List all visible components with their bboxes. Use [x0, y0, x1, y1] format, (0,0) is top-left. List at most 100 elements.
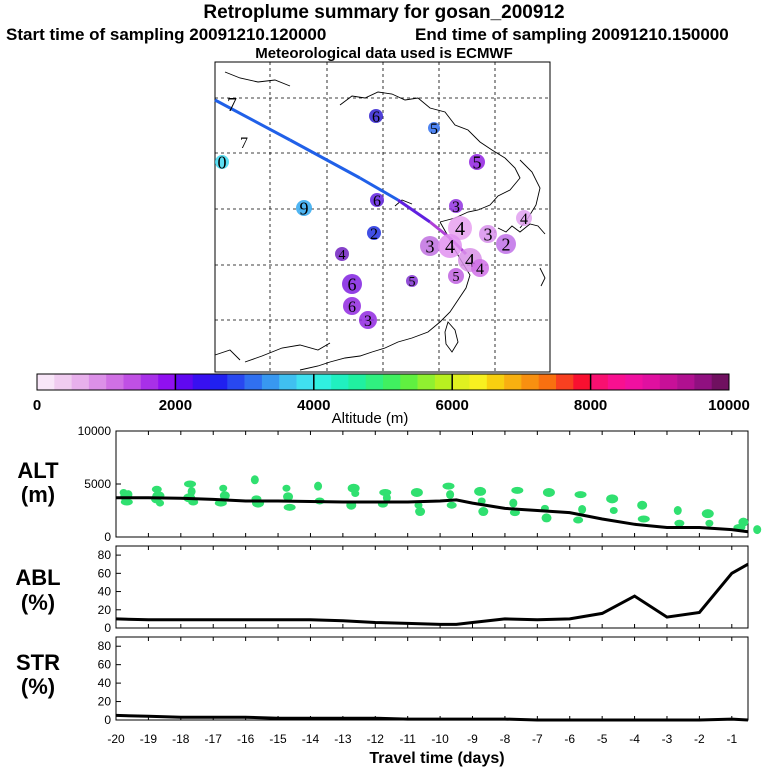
colorbar-swatch [694, 374, 712, 390]
plume-day-label: 3 [452, 199, 460, 216]
altitude-scatter-point [282, 484, 291, 492]
plume-dot [342, 274, 362, 294]
colorbar-tick-label: 2000 [159, 397, 192, 414]
altitude-scatter-point [609, 507, 618, 514]
colorbar-swatch [573, 374, 591, 390]
x-tick-label: -20 [107, 732, 125, 746]
plume-day-label: 5 [453, 270, 460, 285]
x-tick-label: -19 [140, 732, 158, 746]
colorbar-swatch [296, 374, 315, 390]
plume-day-label: 4 [445, 236, 455, 258]
colorbar-swatch [711, 374, 730, 390]
colorbar-swatch [175, 374, 193, 390]
chart-title: Retroplume summary for gosan_200912 [203, 2, 565, 23]
colorbar-swatch [504, 374, 522, 390]
colorbar-swatch [192, 374, 211, 390]
x-tick-label: -2 [694, 732, 705, 746]
altitude-scatter-point [351, 490, 360, 498]
colorbar-tick-label: 4000 [297, 397, 330, 414]
colorbar-swatch [607, 374, 626, 390]
altitude-scatter-point [414, 501, 423, 509]
plume-day-label: 3 [484, 224, 493, 244]
x-tick-label: -18 [172, 732, 190, 746]
plume-day-label: 6 [348, 299, 356, 316]
plume-dot [406, 275, 418, 287]
altitude-scatter-point [673, 506, 682, 515]
altitude-scatter-point [410, 487, 423, 497]
plume-dot [370, 193, 384, 207]
plume-dot [359, 311, 377, 329]
altitude-scatter-point [314, 481, 323, 491]
altitude-scatter-point [474, 486, 487, 496]
plume-day-label: 4 [476, 261, 484, 278]
colorbar-swatch [677, 374, 695, 390]
altitude-scatter-point [120, 498, 133, 506]
plume-day-label: 7 [240, 135, 248, 152]
colorbar-swatch [140, 374, 159, 390]
x-tick-label: -3 [662, 732, 673, 746]
plume-day-label: 5 [430, 121, 438, 138]
colorbar-swatch [452, 374, 470, 390]
y-tick-label: 20 [98, 695, 112, 709]
plume-day-label: 4 [465, 250, 475, 272]
x-tick-label: -12 [367, 732, 385, 746]
panel-title: STR [16, 650, 60, 675]
y-tick-label: 0 [104, 621, 111, 635]
end-time-label: End time of sampling 20091210.150000 [415, 25, 729, 44]
altitude-scatter-point [415, 507, 426, 517]
y-tick-label: 0 [104, 530, 111, 544]
map-panel: 7709666553214343244454566345 [214, 61, 551, 373]
plume-dot [335, 247, 349, 261]
plume-dot [428, 122, 440, 134]
altitude-scatter-point [701, 509, 714, 519]
trajectory-segment [289, 138, 361, 180]
altitude-scatter-point [511, 486, 524, 494]
y-tick-label: 60 [98, 566, 112, 580]
plume-day-label: 2 [502, 234, 511, 254]
colorbar-swatch [158, 374, 176, 390]
colorbar-swatch [659, 374, 678, 390]
x-tick-label: -6 [564, 732, 575, 746]
panel-title: ALT [17, 458, 59, 483]
y-tick-label: 0 [104, 713, 111, 727]
colorbar-swatch [71, 374, 90, 390]
colorbar-tick-label: 10000 [708, 397, 750, 414]
altitude-scatter-point [574, 491, 587, 499]
y-tick-label: 80 [98, 639, 112, 653]
colorbar-swatch [625, 374, 643, 390]
trajectory-segment [397, 198, 431, 224]
panel-frame [115, 636, 749, 721]
plume-dot [449, 199, 463, 213]
trajectory-segment [359, 176, 399, 202]
altitude-scatter-point [606, 494, 619, 504]
plume-day-label: 5 [409, 275, 416, 290]
colorbar-swatch [261, 374, 280, 390]
colorbar-swatch [365, 374, 384, 390]
plume-dot [343, 297, 361, 315]
colorbar-border [36, 373, 730, 391]
panel-unit: (m) [21, 482, 55, 507]
altitude-scatter-point [478, 507, 489, 517]
plume-day-label: 3 [364, 313, 372, 330]
colorbar-swatch [313, 374, 332, 390]
x-tick-label: -13 [334, 732, 352, 746]
y-tick-label: 20 [98, 603, 112, 617]
plume-day-label: 3 [426, 236, 435, 256]
colorbar-swatch [244, 374, 263, 390]
trajectory-segment [214, 98, 291, 142]
altitude-scatter-point [283, 492, 294, 502]
altitude-scatter-point [674, 519, 685, 527]
colorbar-swatch [469, 374, 488, 390]
x-axis-label: Travel time (days) [369, 750, 504, 767]
altitude-scatter-point [184, 480, 197, 488]
x-tick-label: -14 [302, 732, 320, 746]
colorbar-swatch [123, 374, 142, 390]
altitude-scatter-point [151, 485, 162, 493]
colorbar-swatch [331, 374, 349, 390]
altitude-scatter-point [753, 525, 762, 535]
colorbar-swatch [106, 374, 124, 390]
abl-series-line [115, 562, 749, 626]
altitude-scatter-point [705, 519, 714, 527]
colorbar-swatch [538, 374, 557, 390]
